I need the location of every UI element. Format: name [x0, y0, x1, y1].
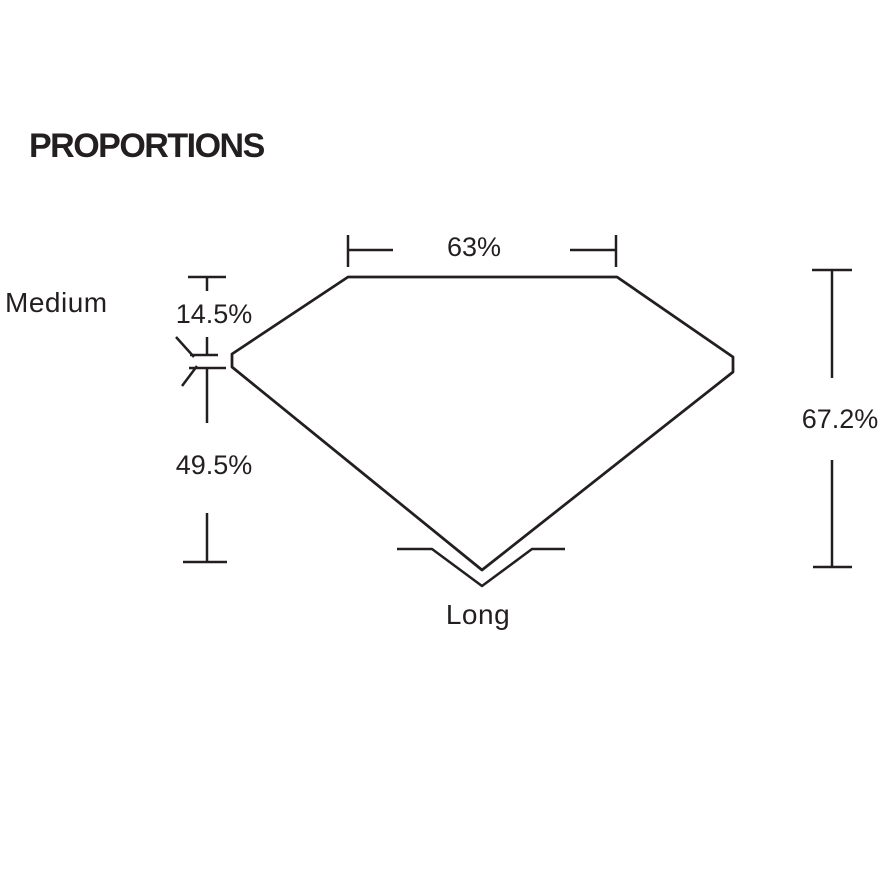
lower-half-label: Long — [445, 599, 511, 630]
total-depth-dimension — [812, 268, 852, 569]
total-depth-value: 67.2% — [801, 404, 879, 434]
table-width-value: 63% — [446, 232, 502, 262]
pavilion-depth-value: 49.5% — [175, 450, 253, 480]
diamond-outline — [230, 275, 735, 572]
table-width-dimension — [346, 235, 618, 267]
culet-marker — [397, 547, 565, 588]
page-title: PROPORTIONS — [29, 127, 265, 165]
crown-height-value: 14.5% — [175, 299, 253, 329]
pavilion-depth-dimension — [181, 365, 227, 564]
girdle-label: Medium — [5, 287, 108, 318]
crown-height-dimension — [175, 275, 226, 358]
